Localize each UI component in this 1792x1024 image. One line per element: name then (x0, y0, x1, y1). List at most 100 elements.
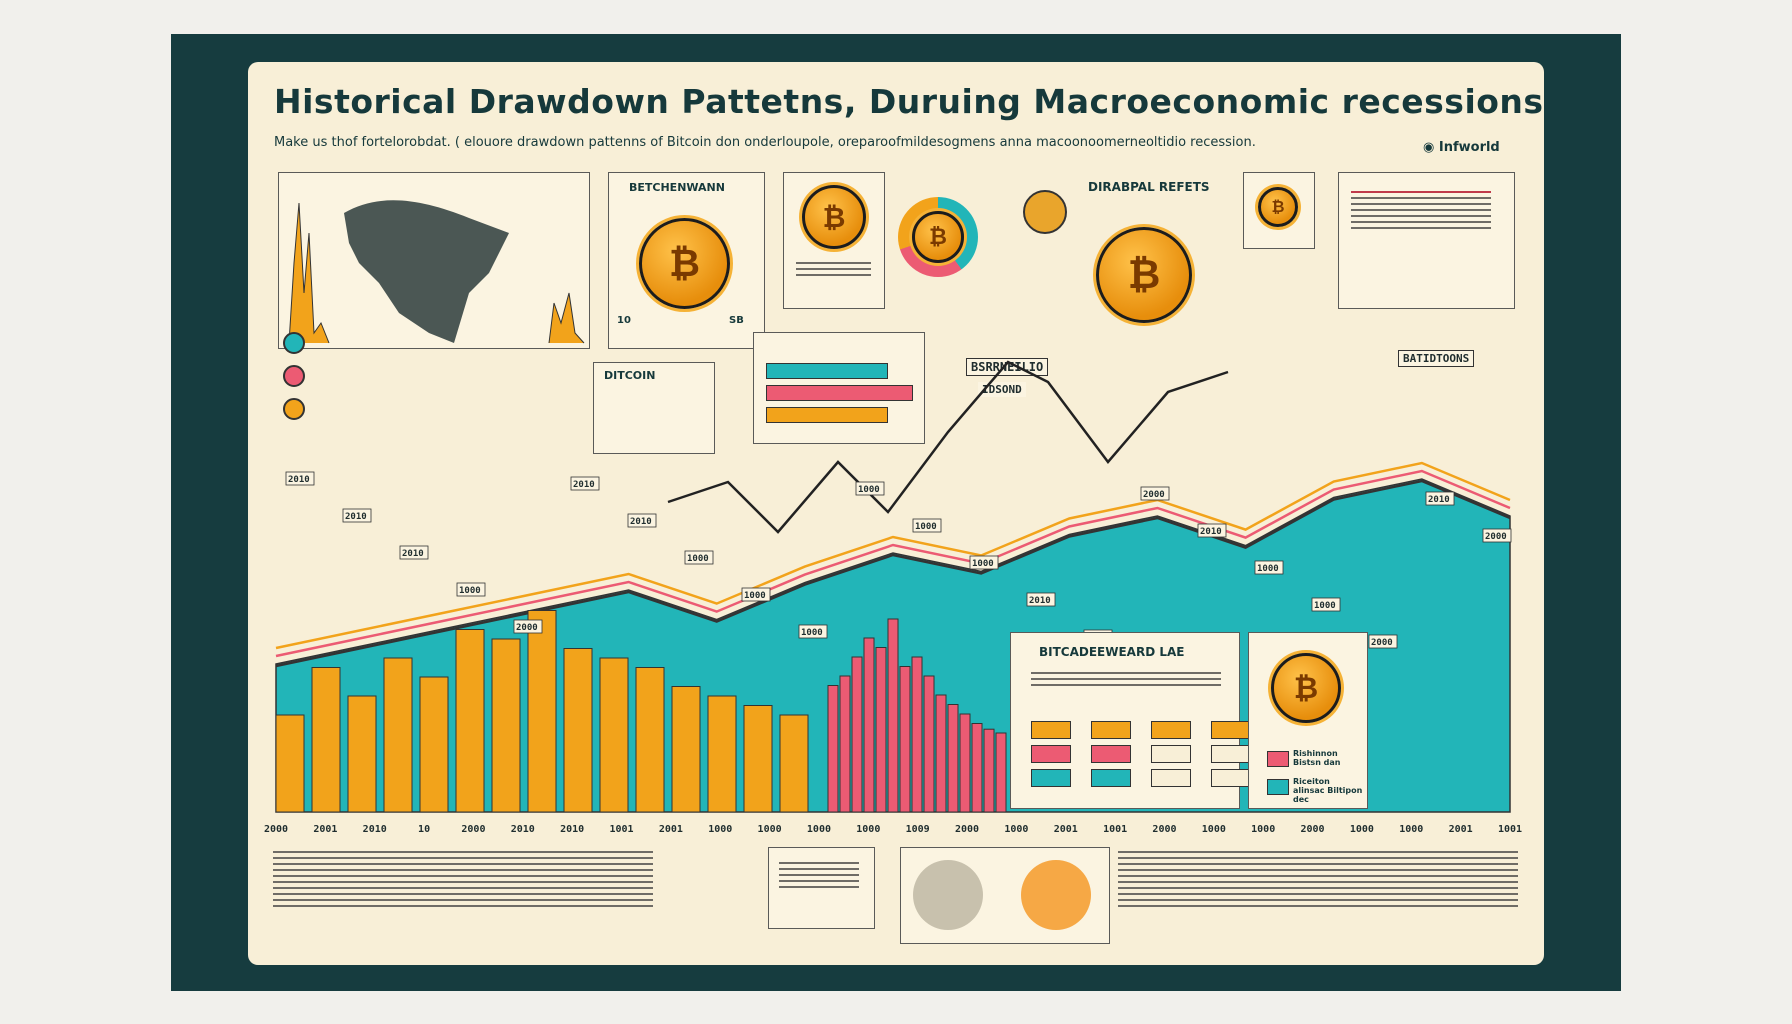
footer-box-mid (768, 847, 875, 929)
bar-orange (527, 610, 557, 813)
coin-panel-title: BETCHENWANN (629, 181, 725, 194)
x-tick-label: 1000 (1251, 824, 1275, 835)
bar-orange (419, 676, 449, 813)
bar-orange (347, 695, 377, 813)
annotation-label: 1000 (687, 554, 709, 564)
bar-pink (827, 685, 839, 813)
annotation-box (798, 624, 828, 639)
annotation-box (285, 471, 315, 486)
footer-text-right (1118, 847, 1518, 911)
legend-panel-title: BITCADEEWEARD LAE (1039, 645, 1185, 659)
annotation-label: 1000 (459, 586, 481, 596)
x-tick-label: 1000 (807, 824, 831, 835)
coin-panel-left-value: 10 (617, 315, 631, 326)
x-tick-label: 2000 (1301, 824, 1325, 835)
annotation-label: 2010 (402, 549, 424, 559)
bar-orange (599, 657, 629, 813)
annotation-label: 2000 (1371, 638, 1393, 648)
bar-pink (983, 728, 995, 813)
main-chart: 2000 2001 2010 10 2000 2010 2010 1001 2001 1000 10… (264, 360, 1522, 835)
annotation-box (912, 518, 942, 533)
x-tick-label: 1000 (1202, 824, 1226, 835)
annotation-box (684, 550, 714, 565)
ring-coin: ₿ (898, 197, 978, 277)
legend-swatch-teal (1267, 779, 1289, 795)
x-tick-label: 2000 (264, 824, 288, 835)
annotation-box (741, 587, 771, 602)
annotation-label: 1000 (1314, 601, 1336, 611)
annotation-label: 2010 (1200, 527, 1222, 537)
x-tick-label: 2000 (1152, 824, 1176, 835)
orange-marker-icon (283, 398, 305, 420)
bar-orange (311, 667, 341, 813)
bar-pink (839, 675, 851, 813)
bar-orange (743, 705, 773, 813)
bar-orange (491, 638, 521, 813)
annotation-box (969, 555, 999, 570)
legend-text-panel (268, 320, 503, 430)
annotation-label: 1000 (801, 628, 823, 638)
bitcoin-icon: ₿ (1258, 187, 1298, 227)
page-subtitle: Make us thof fortelorobdat. ( elouore dr… (274, 135, 1256, 150)
bar-pink (923, 675, 935, 813)
annotation-label: 2000 (516, 623, 538, 633)
red-marker-icon (283, 365, 305, 387)
teal-marker-icon (283, 332, 305, 354)
infographic-sheet: Historical Drawdown Pattetns, Duruing Ma… (248, 62, 1544, 965)
annotation-label: 2000 (1485, 532, 1507, 542)
annotation-box (1197, 523, 1227, 538)
x-tick-label: 1000 (758, 824, 782, 835)
orange-blob (1021, 860, 1091, 930)
coin-panel-right-value: SB (729, 315, 744, 326)
legend-coin-panel: ₿ Rishinnon Bistsn dan Riceiton alinsac … (1248, 632, 1368, 809)
small-coin-panel: ₿ (1243, 172, 1315, 249)
series-line-2 (275, 479, 1511, 668)
bar-pink (911, 656, 923, 813)
annotation-box (1482, 528, 1512, 543)
drawal-panel: DIRABPAL REFETS ₿ (1088, 172, 1210, 347)
annotation-box (456, 582, 486, 597)
bar-pink (959, 713, 971, 813)
globe-icon: ◉ (1423, 140, 1439, 155)
list-panel (1338, 172, 1515, 309)
x-tick-label: 1000 (708, 824, 732, 835)
annotation-label: 1000 (858, 485, 880, 495)
annotation-label: 2000 (1143, 490, 1165, 500)
x-tick-label: 2000 (461, 824, 485, 835)
x-tick-label: 1000 (1399, 824, 1423, 835)
series-line-1 (275, 461, 1511, 650)
annotation-label: 1000 (1257, 564, 1279, 574)
series-line-0 (275, 469, 1511, 658)
annotation-label: 2010 (573, 480, 595, 490)
legend-item-1: Rishinnon Bistsn dan (1293, 749, 1341, 767)
coin-text-panel: ₿ (783, 172, 885, 309)
annotation-label: 1000 (915, 522, 937, 532)
grey-blob (913, 860, 983, 930)
bar-pink (995, 732, 1007, 813)
annotation-label: 1000 (972, 559, 994, 569)
legend-swatch-red (1267, 751, 1289, 767)
x-tick-label: 1001 (1498, 824, 1522, 835)
x-tick-label: 1001 (609, 824, 633, 835)
x-tick-label: 2001 (659, 824, 683, 835)
annotation-box (1140, 486, 1170, 501)
bar-table-panel (753, 332, 925, 444)
annotation-box (570, 476, 600, 491)
annotation-box (342, 508, 372, 523)
legend-panel: BITCADEEWEARD LAE (1010, 632, 1251, 809)
annotation-box (1254, 560, 1284, 575)
page-title: Historical Drawdown Pattetns, Duruing Ma… (274, 82, 1544, 121)
x-tick-label: 2001 (1449, 824, 1473, 835)
x-tick-label: 2010 (560, 824, 584, 835)
annotation-box (1026, 592, 1056, 607)
x-tick-label: 10 (418, 824, 430, 835)
x-tick-label: 1000 (1350, 824, 1374, 835)
annotation-label: 2010 (630, 517, 652, 527)
bar-pink (875, 647, 887, 813)
callout-left-sub: IDSOND (978, 382, 1026, 397)
trend-line (667, 360, 1229, 534)
bar-orange (455, 629, 485, 813)
annotation-label: 2010 (345, 512, 367, 522)
bitcoin-box: DITCOIN (593, 362, 715, 454)
annotation-box (399, 545, 429, 560)
